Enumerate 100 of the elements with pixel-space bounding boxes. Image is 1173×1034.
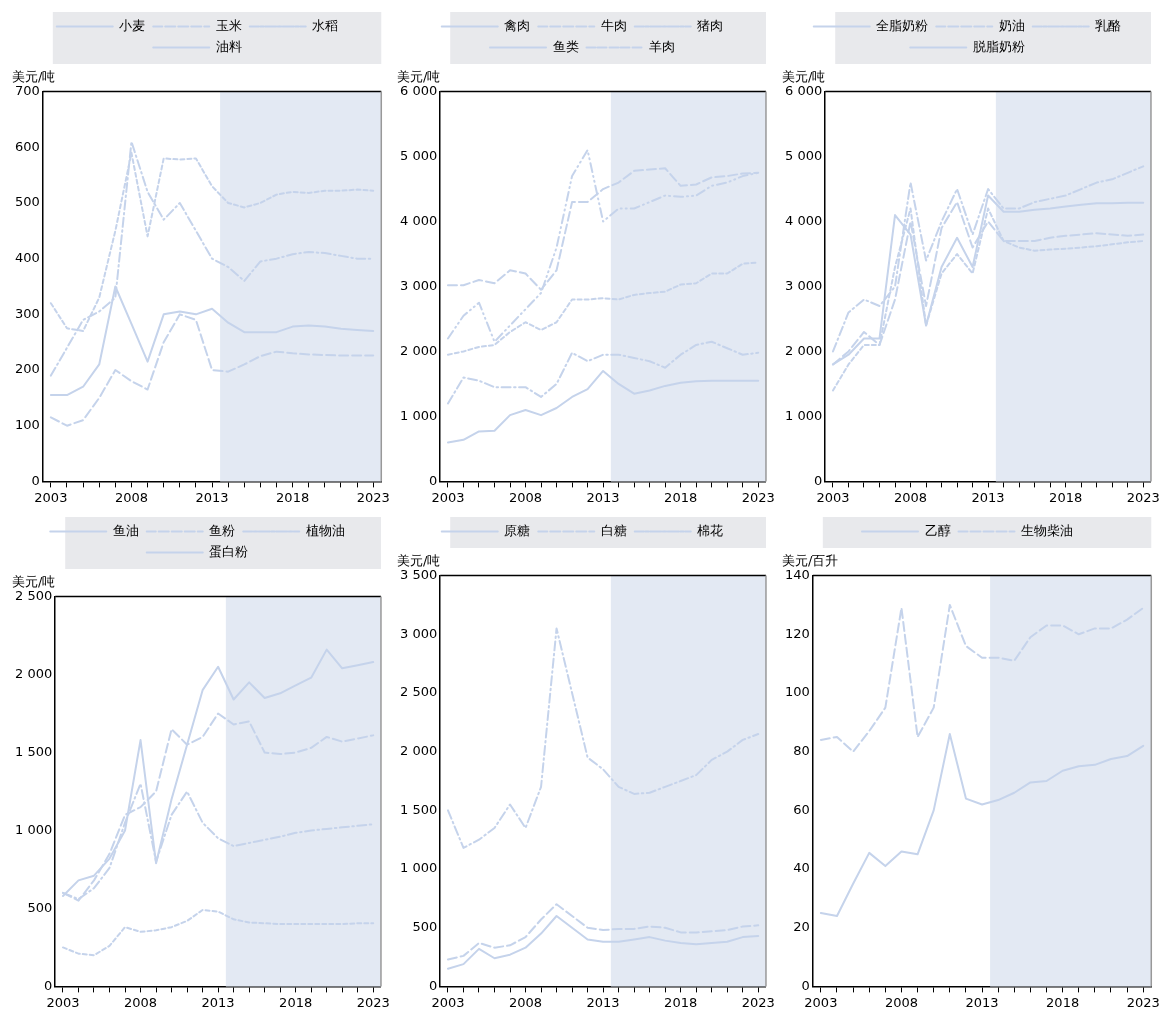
- legend-label: 全脂奶粉: [876, 17, 929, 33]
- y-tick-label: 2 000: [400, 743, 438, 759]
- y-tick-label: 2 500: [15, 587, 53, 603]
- y-tick-label: 500: [27, 899, 53, 915]
- y-axis-title: 美元/吨: [397, 69, 441, 85]
- x-tick-label: 2013: [586, 489, 620, 505]
- y-tick-label: 140: [784, 566, 810, 582]
- x-tick-label: 2018: [279, 994, 313, 1010]
- legend-label: 脱脂奶粉: [972, 38, 1025, 54]
- legend-label: 乳酪: [1095, 17, 1122, 33]
- x-tick-label: 2008: [114, 489, 149, 505]
- y-tick-label: 2 000: [785, 342, 823, 358]
- y-tick-label: 3 000: [400, 277, 438, 293]
- x-tick-label: 2003: [431, 489, 465, 505]
- y-tick-label: 1 000: [400, 860, 438, 876]
- legend-label: 奶油: [998, 17, 1025, 33]
- y-tick-label: 4 000: [400, 212, 438, 228]
- y-tick-label: 4 000: [785, 212, 823, 228]
- y-tick-label: 500: [14, 194, 40, 210]
- x-tick-label: 2013: [586, 994, 620, 1010]
- line-series: [819, 603, 1145, 753]
- legend-label: 水稻: [312, 17, 339, 33]
- y-tick-label: 0: [43, 977, 53, 993]
- x-tick-label: 2003: [431, 994, 465, 1010]
- y-tick-label: 400: [14, 250, 40, 266]
- legend-label: 羊肉: [649, 38, 675, 54]
- x-tick-label: 2003: [816, 489, 850, 505]
- x-tick-label: 2003: [46, 994, 80, 1010]
- y-tick-label: 600: [14, 138, 40, 154]
- y-axis-title: 美元/吨: [12, 574, 56, 590]
- x-tick-label: 2003: [34, 489, 68, 505]
- y-tick-label: 2 000: [15, 665, 53, 681]
- y-tick-label: 6 000: [400, 82, 438, 98]
- x-tick-label: 2023: [741, 994, 775, 1010]
- y-tick-label: 100: [14, 417, 40, 433]
- x-tick-label: 2003: [804, 994, 838, 1010]
- legend-label: 猪肉: [697, 17, 724, 33]
- x-tick-label: 2008: [893, 489, 928, 505]
- x-tick-label: 2018: [664, 994, 698, 1010]
- x-tick-label: 2018: [276, 489, 310, 505]
- legend-label: 牛肉: [600, 17, 627, 33]
- y-tick-label: 300: [14, 305, 40, 321]
- y-tick-label: 1 500: [15, 743, 53, 759]
- legend-label: 鱼粉: [209, 522, 236, 538]
- legend-label: 植物油: [305, 522, 345, 538]
- legend-label: 生物柴油: [1021, 522, 1073, 538]
- x-tick-label: 2023: [1126, 994, 1160, 1010]
- line-series: [61, 909, 375, 957]
- y-tick-label: 120: [784, 625, 810, 641]
- x-tick-label: 2008: [884, 994, 919, 1010]
- y-tick-label: 0: [428, 472, 438, 488]
- y-axis-title: 美元/百升: [782, 553, 839, 569]
- y-tick-label: 0: [31, 472, 40, 488]
- legend-label: 棉花: [697, 522, 724, 538]
- x-tick-label: 2013: [965, 994, 999, 1010]
- x-tick-label: 2008: [123, 994, 158, 1010]
- x-tick-label: 2013: [201, 994, 235, 1010]
- y-tick-label: 1 000: [400, 407, 438, 423]
- x-tick-label: 2023: [356, 994, 390, 1010]
- legend-label: 原糖: [504, 522, 531, 538]
- x-tick-label: 2023: [1126, 489, 1160, 505]
- y-tick-label: 80: [793, 743, 810, 759]
- x-tick-label: 2023: [356, 489, 390, 505]
- legend-label: 白糖: [600, 522, 627, 538]
- y-tick-label: 1 000: [785, 407, 823, 423]
- legend-label: 鱼油: [112, 522, 139, 538]
- y-tick-label: 0: [813, 472, 823, 488]
- y-tick-label: 500: [412, 919, 438, 935]
- legend-label: 鱼类: [552, 38, 579, 54]
- legend-label: 禽肉: [504, 17, 531, 33]
- legend-label: 玉米: [215, 17, 242, 33]
- line-series: [446, 627, 760, 849]
- x-tick-label: 2018: [664, 489, 698, 505]
- y-tick-label: 200: [14, 361, 40, 377]
- y-tick-label: 6 000: [785, 82, 823, 98]
- y-tick-label: 40: [793, 860, 810, 876]
- y-tick-label: 5 000: [400, 147, 438, 163]
- x-tick-label: 2018: [1046, 994, 1080, 1010]
- y-axis-title: 美元/吨: [397, 553, 441, 569]
- legend-label: 蛋白粉: [209, 543, 249, 559]
- y-tick-label: 2 000: [400, 342, 438, 358]
- y-axis-title: 美元/吨: [12, 69, 56, 85]
- y-tick-label: 3 000: [785, 277, 823, 293]
- x-tick-label: 2008: [508, 994, 543, 1010]
- legend-label: 小麦: [119, 17, 146, 33]
- y-tick-label: 100: [784, 684, 810, 700]
- x-tick-label: 2023: [741, 489, 775, 505]
- y-tick-label: 0: [428, 977, 438, 993]
- y-tick-label: 700: [14, 82, 40, 98]
- y-tick-label: 2 500: [400, 684, 438, 700]
- y-tick-label: 60: [793, 801, 810, 817]
- x-tick-label: 2013: [971, 489, 1005, 505]
- line-series: [446, 903, 760, 961]
- y-tick-label: 5 000: [785, 147, 823, 163]
- y-tick-label: 1 000: [15, 821, 53, 837]
- line-series: [446, 340, 760, 405]
- legend-label: 油料: [215, 38, 242, 54]
- legend-label: 乙醇: [924, 522, 951, 538]
- y-tick-label: 3 000: [400, 625, 438, 641]
- y-tick-label: 1 500: [400, 801, 438, 817]
